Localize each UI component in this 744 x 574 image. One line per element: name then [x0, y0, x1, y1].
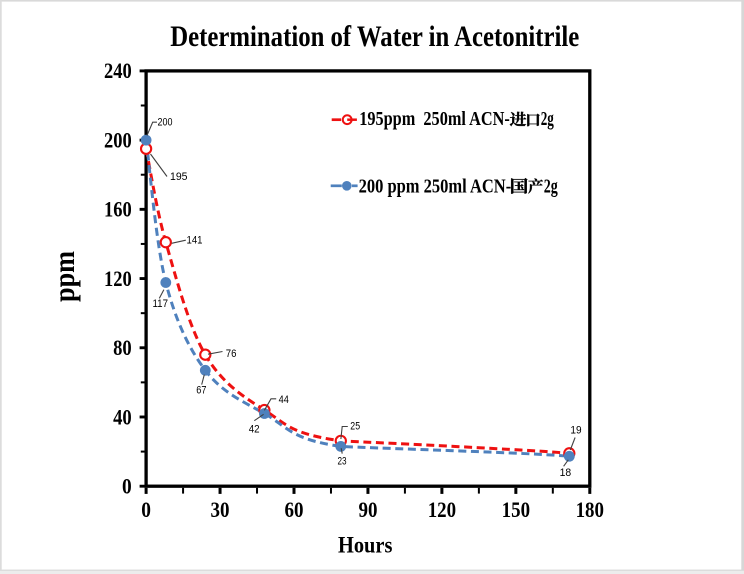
svg-text:60: 60 [285, 497, 304, 522]
svg-text:150: 150 [502, 497, 530, 522]
svg-text:117: 117 [153, 298, 169, 310]
svg-text:18: 18 [560, 467, 572, 479]
svg-text:67: 67 [196, 385, 206, 397]
svg-text:2g: 2g [544, 177, 558, 198]
svg-text:180: 180 [576, 497, 604, 522]
svg-text:200: 200 [158, 116, 173, 128]
svg-text:Determination of Water in Acet: Determination of Water in Acetonitrile [170, 20, 579, 53]
svg-text:141: 141 [187, 235, 203, 247]
svg-text:120: 120 [104, 266, 132, 291]
svg-text:ppm: ppm [48, 251, 81, 302]
svg-text:0: 0 [141, 497, 151, 522]
svg-text:195ppm 250ml ACN-: 195ppm 250ml ACN- [359, 109, 510, 130]
svg-text:120: 120 [428, 497, 456, 522]
svg-text:25: 25 [350, 420, 360, 432]
svg-text:160: 160 [104, 197, 132, 222]
svg-text:44: 44 [279, 394, 289, 406]
svg-text:76: 76 [226, 348, 237, 360]
svg-text:40: 40 [113, 404, 132, 429]
svg-text:19: 19 [570, 425, 581, 437]
svg-text:30: 30 [211, 497, 230, 522]
svg-text:80: 80 [113, 335, 132, 360]
svg-text:23: 23 [338, 455, 347, 467]
svg-text:Hours: Hours [338, 533, 393, 558]
svg-text:200: 200 [104, 127, 132, 152]
svg-text:90: 90 [358, 497, 377, 522]
svg-text:0: 0 [122, 474, 132, 499]
svg-text:2g: 2g [541, 109, 554, 130]
svg-text:240: 240 [104, 58, 132, 83]
svg-text:42: 42 [249, 423, 260, 435]
svg-text:195: 195 [170, 171, 188, 183]
svg-text:200 ppm 250ml ACN-: 200 ppm 250ml ACN- [359, 177, 512, 198]
